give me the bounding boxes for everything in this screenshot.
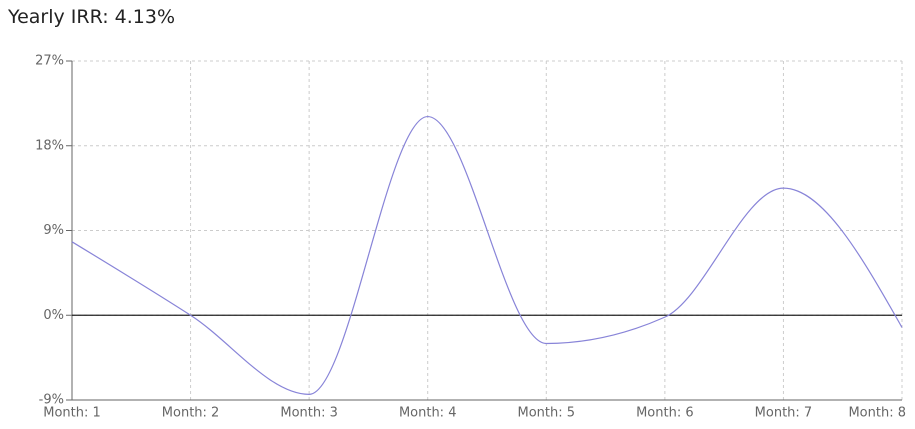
x-tick-label: Month: 1	[43, 406, 101, 421]
chart-title: Yearly IRR: 4.13%	[8, 6, 176, 28]
x-tick-label: Month: 5	[518, 406, 576, 421]
x-tick-label: Month: 6	[636, 406, 694, 421]
x-tick-label: Month: 3	[280, 406, 338, 421]
line	[71, 115, 903, 395]
x-tick-label: Month: 2	[162, 406, 220, 421]
y-tick-label: -9%	[39, 393, 64, 408]
y-tick-label: 0%	[43, 308, 64, 323]
y-tick-label: 9%	[43, 223, 64, 238]
x-tick-label: Month: 7	[755, 406, 813, 421]
x-tick-label: Month: 4	[399, 406, 457, 421]
y-tick-label: 18%	[35, 138, 64, 153]
y-tick-label: 27%	[35, 54, 64, 69]
x-tick-label: Month: 8	[848, 406, 906, 421]
